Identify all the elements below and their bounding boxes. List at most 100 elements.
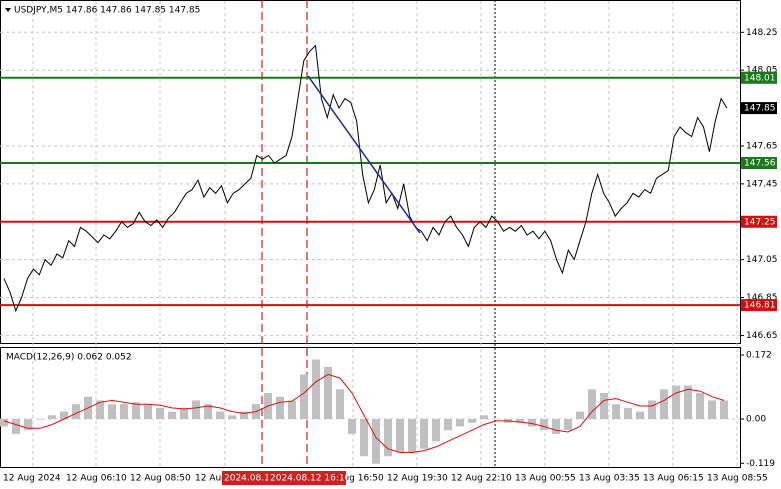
level-label-box xyxy=(741,215,777,228)
y-tick-label: 146.65 xyxy=(746,331,778,341)
y-tick-label: -0.119 xyxy=(746,459,775,469)
y-tick-label: 146.85 xyxy=(746,293,778,303)
macd-bar xyxy=(420,419,428,449)
highlight-label: 2024.08.12 16:10 xyxy=(270,474,351,484)
macd-bar xyxy=(696,392,704,420)
macd-bar xyxy=(48,415,56,420)
macd-bar xyxy=(540,419,548,431)
macd-bar xyxy=(312,359,320,420)
macd-bar xyxy=(168,411,176,420)
current-price-box xyxy=(741,102,777,115)
macd-bar xyxy=(684,385,692,420)
y-tick-label: 147.65 xyxy=(746,141,778,151)
macd-bar xyxy=(324,366,332,420)
macd-bar xyxy=(132,402,140,420)
level-label-box xyxy=(741,299,777,312)
y-tick-label: 0.172 xyxy=(746,351,772,361)
macd-bar xyxy=(588,389,596,420)
x-tick-label: 12 Aug 19:30 xyxy=(387,474,448,484)
y-tick-label: 147.45 xyxy=(746,179,778,189)
level-label: 147.56 xyxy=(744,159,776,169)
macd-bar xyxy=(648,400,656,420)
macd-bar xyxy=(708,400,716,420)
macd-bar xyxy=(204,404,212,420)
x-tick-label: 12 Aug 22:10 xyxy=(451,474,512,484)
macd-bar xyxy=(72,404,80,420)
macd-bar xyxy=(36,419,44,420)
x-tick-label: 13 Aug 06:15 xyxy=(643,474,704,484)
macd-bar xyxy=(348,419,356,434)
level-label: 147.25 xyxy=(744,217,776,227)
macd-bar xyxy=(288,400,296,420)
macd-bar xyxy=(360,419,368,457)
x-tick-label: 12 Aug 2024 xyxy=(3,474,61,484)
macd-bar xyxy=(156,407,164,420)
macd-bar xyxy=(564,419,572,431)
macd-bar xyxy=(276,396,284,420)
x-tick-label: 13 Aug 03:35 xyxy=(579,474,640,484)
current-price-label: 147.85 xyxy=(744,104,776,114)
macd-bar xyxy=(372,419,380,464)
macd-bar xyxy=(216,411,224,420)
highlight-label-box xyxy=(268,471,346,485)
x-tick-label: 12 Aug xyxy=(195,474,227,484)
macd-bar xyxy=(396,419,404,453)
y-tick-label: 0.00 xyxy=(746,415,766,425)
macd-bar xyxy=(384,419,392,457)
macd-bar xyxy=(636,411,644,420)
macd-bar xyxy=(432,419,440,442)
macd-bar xyxy=(552,419,560,434)
y-tick-label: 147.05 xyxy=(746,255,778,265)
price-panel xyxy=(0,0,741,344)
chart-title: USDJPY,M5 147.86 147.86 147.85 147.85 xyxy=(14,6,200,16)
macd-bar xyxy=(180,407,188,420)
macd-bar xyxy=(336,389,344,420)
macd-bar xyxy=(720,400,728,420)
trendline xyxy=(307,75,421,234)
macd-bar xyxy=(660,389,668,420)
macd-title: MACD(12,26,9) 0.062 0.052 xyxy=(6,353,132,363)
macd-bar xyxy=(24,419,32,431)
macd-bar xyxy=(12,419,20,434)
macd-bar xyxy=(612,404,620,420)
macd-bar xyxy=(468,419,476,423)
x-tick-label: 12 Aug 16:50 xyxy=(323,474,384,484)
macd-bar xyxy=(0,419,8,427)
macd-bar xyxy=(492,419,500,420)
macd-bar xyxy=(528,419,536,427)
macd-bar xyxy=(456,419,464,427)
macd-bar xyxy=(576,411,584,420)
macd-bar xyxy=(408,419,416,453)
macd-bar xyxy=(96,400,104,420)
macd-bar xyxy=(624,407,632,420)
macd-bar xyxy=(600,392,608,420)
x-tick-label: 13 Aug 00:55 xyxy=(515,474,576,484)
macd-bar xyxy=(108,404,116,420)
macd-bar xyxy=(480,415,488,420)
macd-bar xyxy=(444,419,452,431)
macd-bar xyxy=(672,385,680,420)
level-label-box xyxy=(741,157,777,170)
macd-bar xyxy=(192,400,200,420)
level-label: 146.81 xyxy=(744,301,776,311)
macd-bar xyxy=(228,415,236,420)
highlight-label-box xyxy=(222,471,268,485)
collapse-icon xyxy=(5,8,11,12)
signal-line xyxy=(3,373,725,453)
macd-bar xyxy=(144,404,152,420)
macd-bar xyxy=(60,411,68,420)
y-tick-label: 148.25 xyxy=(746,28,778,38)
price-line xyxy=(3,44,728,313)
y-tick-label: 148.05 xyxy=(746,66,778,76)
x-tick-label: 13 Aug 08:55 xyxy=(707,474,768,484)
macd-bar xyxy=(516,419,524,423)
level-label-box xyxy=(741,71,777,84)
macd-bar xyxy=(120,404,128,420)
x-tick-label: 12 Aug 06:10 xyxy=(66,474,127,484)
level-label: 148.01 xyxy=(744,73,776,83)
highlight-label: 2024.08.1 xyxy=(224,474,270,484)
macd-bar xyxy=(240,411,248,420)
x-tick-label: 12 Aug 08:50 xyxy=(130,474,191,484)
macd-bar xyxy=(300,374,308,420)
